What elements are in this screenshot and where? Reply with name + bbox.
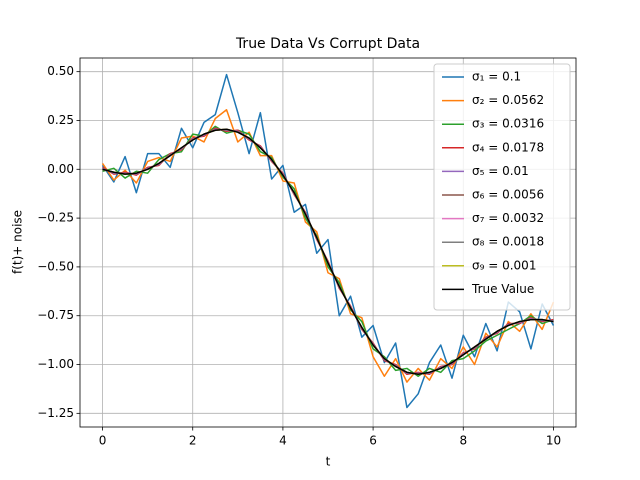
y-tick-label: −1.25 <box>37 406 74 420</box>
legend-label: σ₉ = 0.001 <box>472 258 536 272</box>
y-tick-label: −0.50 <box>37 259 74 273</box>
legend-label: σ₆ = 0.0056 <box>472 188 544 202</box>
legend-label: σ₇ = 0.0032 <box>472 211 544 225</box>
x-tick-label: 10 <box>546 434 561 448</box>
y-tick-label: −1.00 <box>37 357 74 371</box>
y-tick-label: −0.25 <box>37 211 74 225</box>
axes-frame <box>79 57 577 428</box>
y-tick-label: −0.75 <box>37 308 74 322</box>
legend-label: σ₃ = 0.0316 <box>472 117 544 131</box>
x-tick-label: 2 <box>189 434 197 448</box>
y-tick-label: 0.50 <box>47 64 74 78</box>
chart-title: True Data Vs Corrupt Data <box>235 36 420 52</box>
series-line <box>101 108 555 383</box>
legend-label: σ₄ = 0.0178 <box>472 140 544 154</box>
x-tick-label: 0 <box>99 434 107 448</box>
legend-label: σ₁ = 0.1 <box>472 70 521 84</box>
y-tick-label: 0.25 <box>47 113 74 127</box>
y-axis-label: f(t)+ noise <box>11 210 25 274</box>
x-axis-label: t <box>326 455 331 469</box>
y-tick-label: 0.00 <box>47 162 74 176</box>
legend-label: σ₅ = 0.01 <box>472 164 529 178</box>
x-tick-label: 8 <box>459 434 467 448</box>
x-tick-label: 6 <box>369 434 377 448</box>
legend-label: σ₂ = 0.0562 <box>472 93 544 107</box>
legend-label: True Value <box>471 282 534 296</box>
series-line <box>102 128 554 376</box>
legend-box <box>433 63 571 311</box>
series-line <box>102 125 554 377</box>
x-tick-label: 4 <box>279 434 287 448</box>
legend-label: σ₈ = 0.0018 <box>472 235 544 249</box>
